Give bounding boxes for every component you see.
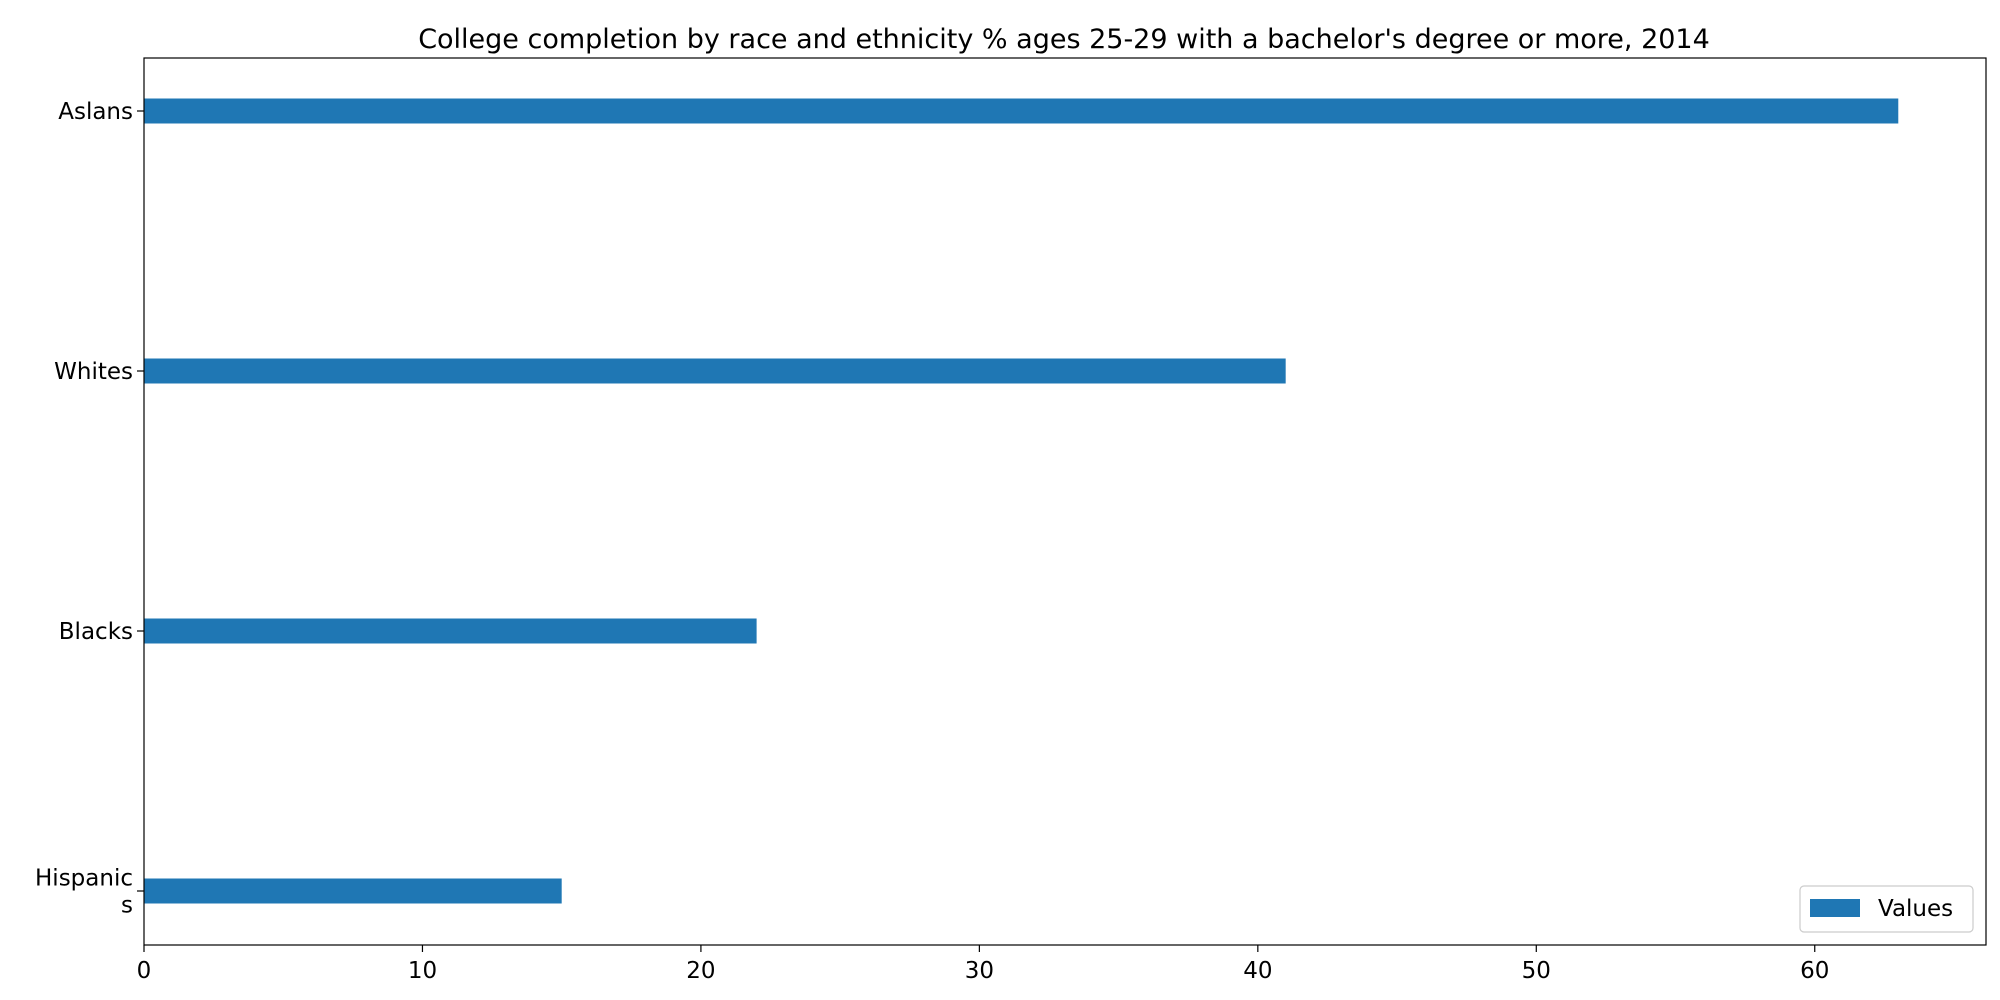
bar-aslans (144, 98, 1899, 124)
x-axis: 0 10 20 30 40 50 60 (137, 945, 1829, 984)
bars-layer (144, 98, 1899, 904)
bar-hispanics (144, 878, 562, 904)
y-tick-label: Blacks (59, 619, 133, 645)
x-tick-label: 0 (137, 958, 152, 984)
x-tick-label: 50 (1522, 958, 1551, 984)
x-tick-label: 30 (965, 958, 994, 984)
legend: Values (1799, 885, 1974, 933)
y-axis: Aslans Whites Blacks Hispanic s (35, 99, 144, 919)
bar-blacks (144, 618, 757, 644)
x-tick-label: 10 (408, 958, 437, 984)
y-tick-label: Hispanic s (35, 866, 133, 919)
y-tick-label: Aslans (58, 99, 133, 125)
legend-swatch (1810, 899, 1860, 917)
x-tick-label: 20 (686, 958, 715, 984)
plot-frame (143, 57, 1987, 946)
bar-whites (144, 358, 1286, 384)
chart-title: College completion by race and ethnicity… (418, 24, 1710, 55)
legend-box (1799, 885, 1974, 933)
y-tick-label: Whites (54, 359, 133, 385)
x-tick-label: 60 (1800, 958, 1829, 984)
legend-label: Values (1878, 896, 1953, 922)
x-tick-label: 40 (1243, 958, 1272, 984)
